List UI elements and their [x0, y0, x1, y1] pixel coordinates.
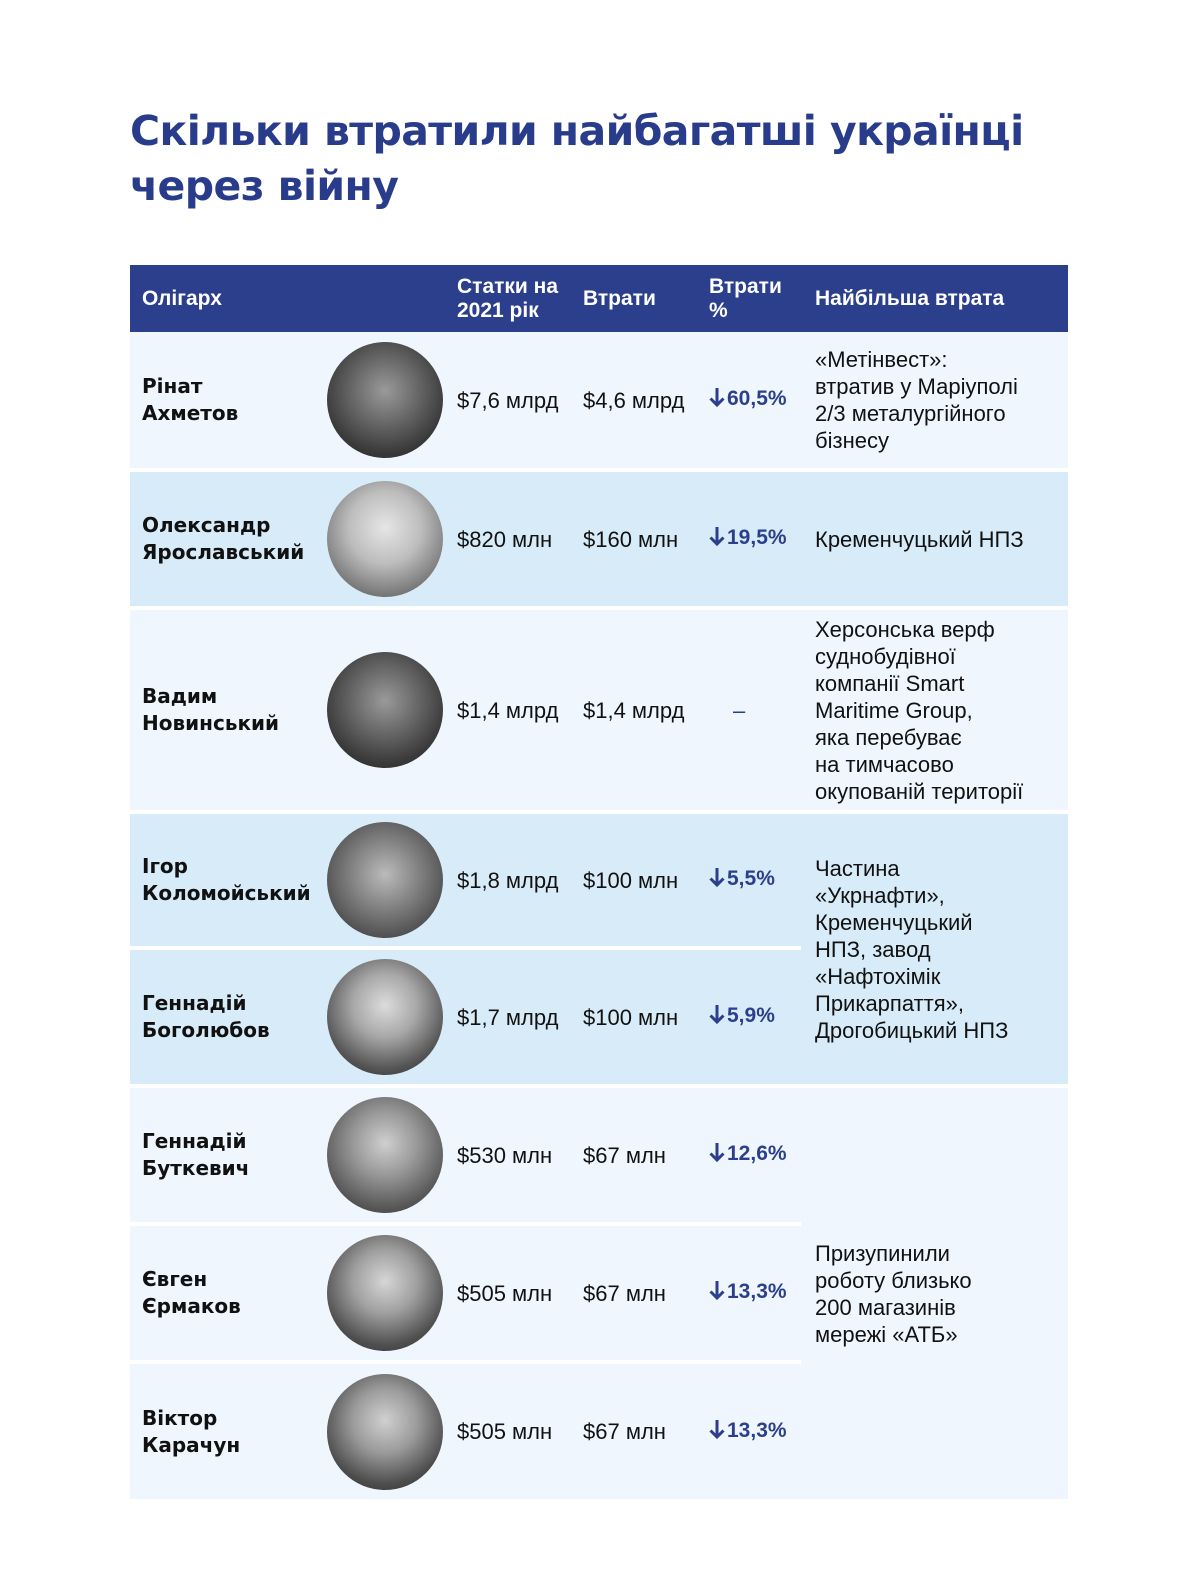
loss-percent: 13,3% [697, 1360, 801, 1499]
header-oligarch: Олігарх [130, 265, 325, 332]
title-line-1: Скільки втратили найбагатші українці [130, 107, 1024, 155]
table-row: Олександр Ярославський $820 млн $160 млн … [130, 468, 1068, 608]
oligarch-name: Геннадій Боголюбов [130, 946, 325, 1086]
portrait-photo [327, 342, 443, 458]
photo-cell [325, 946, 445, 1086]
table-row: Віктор Карачун $505 млн $67 млн 13,3% [130, 1360, 1068, 1499]
photo-cell [325, 332, 445, 470]
loss-value: $67 млн [571, 1222, 697, 1362]
wealth-value: $505 млн [445, 1222, 571, 1362]
loss-value: $67 млн [571, 1360, 697, 1499]
wealth-value: $7,6 млрд [445, 332, 571, 470]
arrow-down-icon [709, 1419, 725, 1447]
loss-value: $1,4 млрд [571, 606, 697, 812]
biggest-loss: «Метінвест»: втратив у Маріуполі 2/3 метал… [801, 332, 1068, 470]
oligarch-name: Олександр Ярославський [130, 468, 325, 608]
loss-percent: 5,9% [697, 946, 801, 1086]
oligarch-name: Геннадій Буткевич [130, 1084, 325, 1224]
arrow-down-icon [709, 526, 725, 554]
biggest-loss: Частина «Укрнафти», Кременчуцький НПЗ, заво… [801, 810, 1068, 1086]
loss-value: $67 млн [571, 1084, 697, 1224]
table-row: Вадим Новинський $1,4 млрд $1,4 млрд – Хе… [130, 606, 1068, 812]
loss-percent: 19,5% [697, 468, 801, 608]
oligarch-name: Вадим Новинський [130, 606, 325, 812]
portrait-photo [327, 1373, 443, 1490]
photo-cell [325, 1360, 445, 1499]
loss-percent: 5,5% [697, 810, 801, 948]
portrait-photo [327, 1097, 443, 1213]
arrow-down-icon [709, 1004, 725, 1032]
wealth-value: $1,4 млрд [445, 606, 571, 812]
table-row: Рінат Ахметов $7,6 млрд $4,6 млрд 60,5% «… [130, 332, 1068, 470]
table-row: Ігор Коломойський $1,8 млрд $100 млн 5,5%… [130, 810, 1068, 1086]
biggest-loss: Херсонська верф суднобудівної компанії Sma… [801, 606, 1068, 812]
loss-percent: 12,6% [697, 1084, 801, 1224]
page-title: Скільки втратили найбагатші українці чер… [130, 104, 1070, 214]
arrow-down-icon [709, 1280, 725, 1308]
loss-value: $4,6 млрд [571, 332, 697, 470]
loss-value: $160 млн [571, 468, 697, 608]
wealth-value: $530 млн [445, 1084, 571, 1224]
arrow-down-icon [709, 867, 725, 895]
oligarch-name: Віктор Карачун [130, 1360, 325, 1499]
loss-percent: – [697, 606, 801, 812]
portrait-photo [327, 822, 443, 938]
biggest-loss: Призупинили роботу близько 200 магазинів ме… [801, 1084, 1068, 1499]
table-row: Геннадій Боголюбов $1,7 млрд $100 млн 5,9… [130, 946, 1068, 1086]
wealth-value: $1,8 млрд [445, 810, 571, 948]
header-losses: Втрати [571, 265, 697, 332]
oligarch-losses-table: Олігарх Статки на 2021 рік Втрати Втрати%… [130, 265, 1068, 1499]
loss-percent: 60,5% [697, 332, 801, 470]
portrait-photo [327, 1235, 443, 1351]
wealth-value: $1,7 млрд [445, 946, 571, 1086]
oligarch-name: Рінат Ахметов [130, 332, 325, 470]
table-row: Євген Єрмаков $505 млн $67 млн 13,3% [130, 1222, 1068, 1362]
photo-cell [325, 1084, 445, 1224]
table-row: Геннадій Буткевич $530 млн $67 млн 12,6% … [130, 1084, 1068, 1499]
wealth-value: $505 млн [445, 1360, 571, 1499]
photo-cell [325, 468, 445, 608]
arrow-down-icon [709, 1142, 725, 1170]
portrait-photo [327, 959, 443, 1075]
arrow-down-icon [709, 387, 725, 415]
oligarch-name: Євген Єрмаков [130, 1222, 325, 1362]
header-wealth-2021: Статки на 2021 рік [445, 265, 571, 332]
title-line-2: через війну [130, 162, 399, 210]
biggest-loss: Кременчуцький НПЗ [801, 468, 1068, 608]
loss-value: $100 млн [571, 946, 697, 1086]
header-losses-pct: Втрати% [697, 265, 801, 332]
loss-percent: 13,3% [697, 1222, 801, 1362]
table-header: Олігарх Статки на 2021 рік Втрати Втрати%… [130, 265, 1068, 332]
portrait-photo [327, 652, 443, 768]
portrait-photo [327, 481, 443, 597]
photo-cell [325, 810, 445, 948]
header-biggest-loss: Найбільша втрата [801, 265, 1068, 332]
header-photo-spacer [325, 265, 445, 332]
loss-value: $100 млн [571, 810, 697, 948]
oligarch-name: Ігор Коломойський [130, 810, 325, 948]
photo-cell [325, 606, 445, 812]
photo-cell [325, 1222, 445, 1362]
wealth-value: $820 млн [445, 468, 571, 608]
